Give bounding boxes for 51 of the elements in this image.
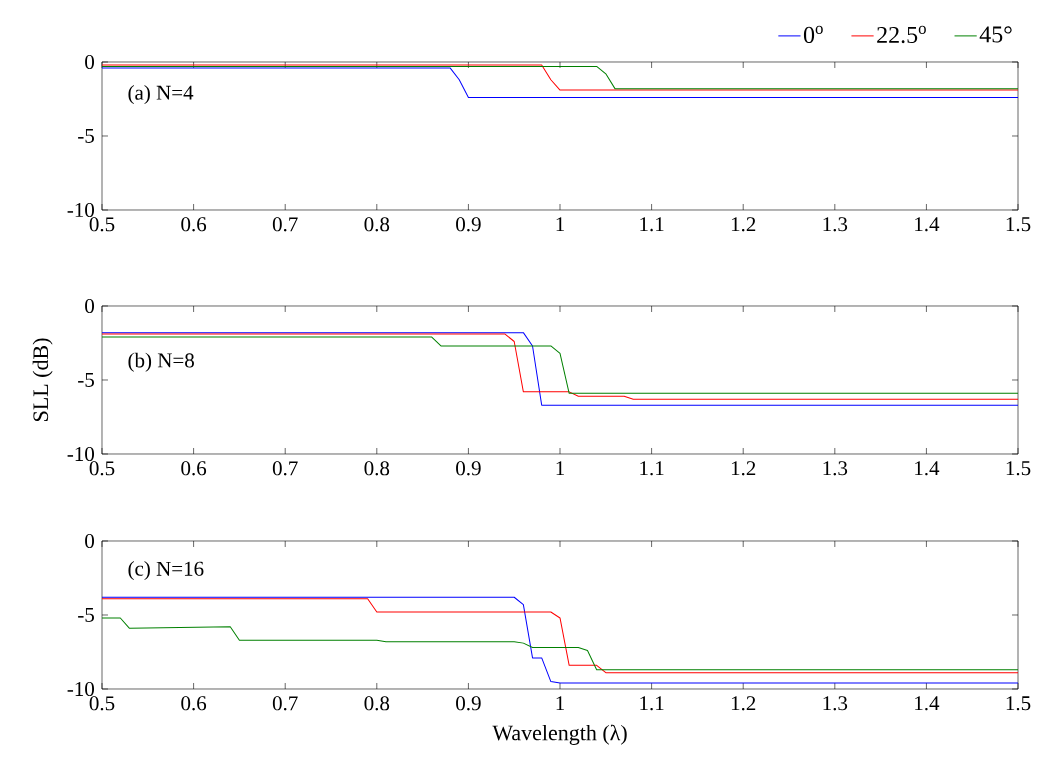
annotation: (a) N=4 bbox=[128, 85, 194, 105]
y-tick-label: 0 bbox=[85, 54, 95, 70]
x-tick-label: 0.5 bbox=[89, 696, 115, 711]
x-tick-label: 0.8 bbox=[364, 217, 390, 232]
x-tick-label: 1.4 bbox=[915, 461, 940, 476]
x-tick-label: 1.5 bbox=[1006, 461, 1031, 476]
y-tick-label: -5 bbox=[78, 373, 94, 387]
y-tick-label: 0 bbox=[85, 298, 95, 314]
x-tick-label: 0.6 bbox=[181, 696, 207, 711]
x-tick-label: 0.9 bbox=[456, 696, 481, 711]
x-tick-label: 0.7 bbox=[272, 217, 298, 232]
annotation: (c) N=16 bbox=[128, 561, 204, 581]
x-tick-label: 1.5 bbox=[1006, 696, 1031, 711]
x-tick-label: 0.8 bbox=[364, 461, 390, 476]
x-tick-label: 0.5 bbox=[89, 461, 115, 476]
x-tick-label: 1.1 bbox=[640, 461, 664, 476]
x-tick-label: 1.3 bbox=[823, 696, 848, 711]
x-tick-label: 1.4 bbox=[915, 696, 940, 711]
x-tick-label: 1.2 bbox=[731, 461, 756, 476]
x-tick-label: 1.5 bbox=[1006, 217, 1031, 232]
x-tick-label: 0.6 bbox=[181, 461, 207, 476]
x-tick-label: 1.2 bbox=[731, 696, 756, 711]
x-tick-label: 1.3 bbox=[823, 461, 848, 476]
x-tick-label: 1.1 bbox=[640, 217, 664, 232]
x-tick-label: 0.6 bbox=[181, 217, 207, 232]
x-tick-label: 1.4 bbox=[915, 217, 940, 232]
x-tick-label: 1 bbox=[556, 696, 564, 711]
y-tick-label: -10 bbox=[67, 202, 95, 218]
legend-label: 45° bbox=[979, 26, 1012, 43]
legend-label: 22.5$^{o}$ bbox=[877, 25, 926, 44]
annotation: (b) N=8 bbox=[128, 352, 194, 372]
legend-label: 0$^{o}$ bbox=[803, 25, 823, 44]
x-tick-label: 0.7 bbox=[272, 461, 298, 476]
y-tick-label: -10 bbox=[67, 446, 95, 462]
x-tick-label: 1.3 bbox=[823, 217, 848, 232]
x-tick-label: 1.1 bbox=[640, 696, 664, 711]
x-tick-label: 0.8 bbox=[364, 696, 390, 711]
x-tick-label: 0.7 bbox=[272, 696, 298, 711]
x-tick-label: 1 bbox=[556, 461, 564, 476]
y-axis-title: SLL (dB) bbox=[32, 338, 53, 421]
y-tick-label: -10 bbox=[67, 681, 95, 697]
x-tick-label: 0.9 bbox=[456, 217, 481, 232]
x-axis-title: Wavelength (λ) bbox=[492, 724, 627, 745]
x-tick-label: 0.5 bbox=[89, 217, 115, 232]
x-tick-label: 1 bbox=[556, 217, 564, 232]
x-tick-label: 1.2 bbox=[731, 217, 756, 232]
line-series bbox=[101, 617, 1019, 671]
y-tick-label: -5 bbox=[78, 608, 94, 622]
y-tick-label: -5 bbox=[78, 129, 94, 143]
x-tick-label: 0.9 bbox=[456, 461, 481, 476]
y-tick-label: 0 bbox=[85, 533, 95, 549]
